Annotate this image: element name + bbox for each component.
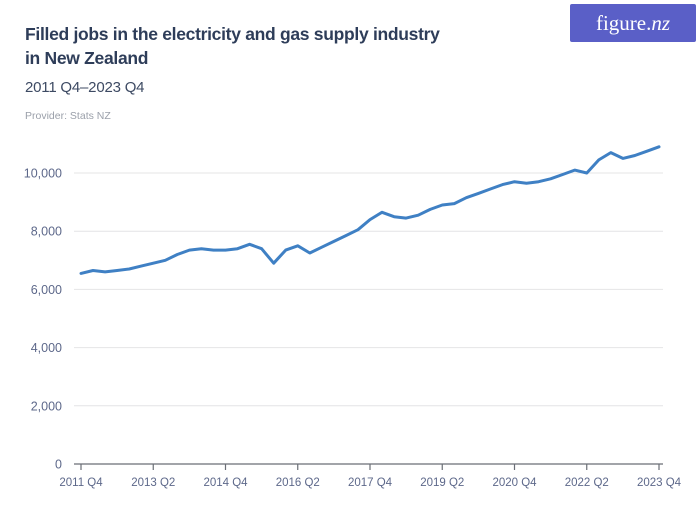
y-axis-tick-label: 10,000 xyxy=(24,167,62,181)
x-axis-tick-label: 2016 Q2 xyxy=(276,477,320,489)
x-axis-tick-label: 2017 Q4 xyxy=(348,477,393,489)
provider-label: Provider: Stats NZ xyxy=(25,110,111,122)
x-axis-tick-label: 2023 Q4 xyxy=(637,477,682,489)
title-line-1: Filled jobs in the electricity and gas s… xyxy=(25,24,440,44)
figure-nz-logo[interactable]: figure.nz xyxy=(570,4,696,42)
figure-nz-logo-text: figure.nz xyxy=(595,10,671,35)
title-line-2: in New Zealand xyxy=(25,48,149,68)
y-axis-tick-label: 2,000 xyxy=(31,399,62,413)
y-axis-tick-label: 4,000 xyxy=(31,341,62,355)
y-axis-tick-label: 6,000 xyxy=(31,283,62,297)
x-axis-tick-label: 2013 Q2 xyxy=(131,477,175,489)
x-axis-tick-label: 2022 Q2 xyxy=(565,477,609,489)
date-range-subtitle: 2011 Q4–2023 Q4 xyxy=(25,79,145,96)
x-axis-tick-label: 2011 Q4 xyxy=(59,477,103,489)
x-axis-tick-label: 2020 Q4 xyxy=(492,477,537,489)
y-axis-tick-label: 8,000 xyxy=(31,225,62,239)
line-chart: 0 2,000 4,000 6,000 8,000 10,000 2011 Q4 2013 Q… xyxy=(24,145,682,489)
chart-area: 0 2,000 4,000 6,000 8,000 10,000 2011 Q4 2013 Q… xyxy=(0,130,700,525)
page-title: Filled jobs in the electricity and gas s… xyxy=(25,22,440,70)
x-axis-tick-label: 2014 Q4 xyxy=(203,477,248,489)
y-axis-tick-label: 0 xyxy=(55,458,62,472)
filled-jobs-data-line xyxy=(79,145,661,275)
x-axis-tick-label: 2019 Q2 xyxy=(420,477,464,489)
